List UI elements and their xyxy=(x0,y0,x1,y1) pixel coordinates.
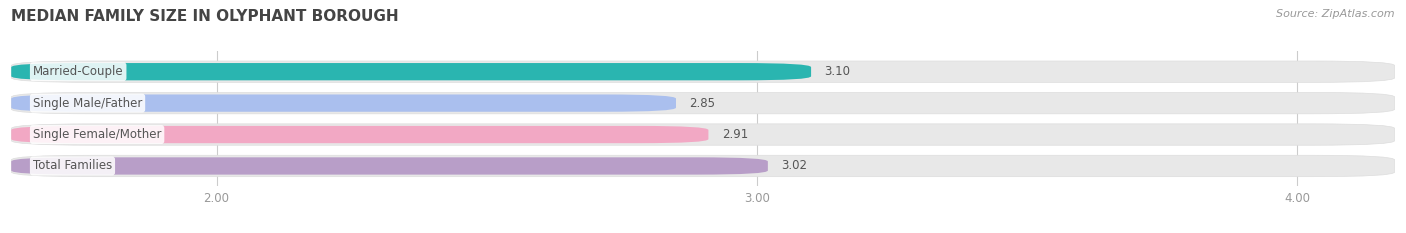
FancyBboxPatch shape xyxy=(11,94,676,112)
Text: Total Families: Total Families xyxy=(32,159,112,172)
Text: Single Female/Mother: Single Female/Mother xyxy=(32,128,162,141)
FancyBboxPatch shape xyxy=(11,63,811,80)
FancyBboxPatch shape xyxy=(11,124,1395,145)
FancyBboxPatch shape xyxy=(11,93,1395,114)
FancyBboxPatch shape xyxy=(11,126,709,143)
Text: MEDIAN FAMILY SIZE IN OLYPHANT BOROUGH: MEDIAN FAMILY SIZE IN OLYPHANT BOROUGH xyxy=(11,9,399,24)
Text: 2.85: 2.85 xyxy=(689,97,716,110)
Text: 2.91: 2.91 xyxy=(721,128,748,141)
Text: 3.02: 3.02 xyxy=(782,159,807,172)
Text: Single Male/Father: Single Male/Father xyxy=(32,97,142,110)
Text: Married-Couple: Married-Couple xyxy=(32,65,124,78)
FancyBboxPatch shape xyxy=(11,157,768,175)
Text: Source: ZipAtlas.com: Source: ZipAtlas.com xyxy=(1277,9,1395,19)
FancyBboxPatch shape xyxy=(11,155,1395,177)
Text: 3.10: 3.10 xyxy=(824,65,851,78)
FancyBboxPatch shape xyxy=(11,61,1395,82)
